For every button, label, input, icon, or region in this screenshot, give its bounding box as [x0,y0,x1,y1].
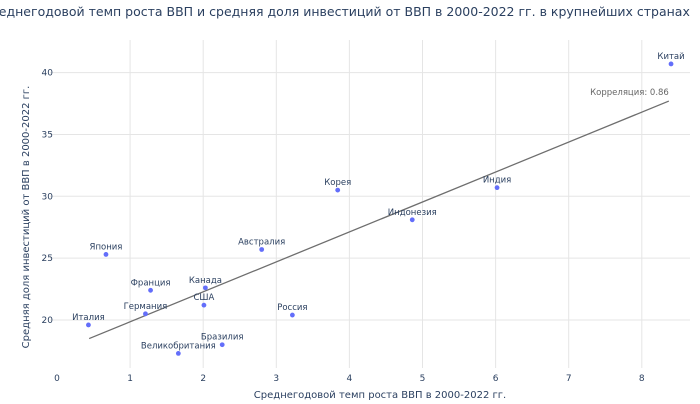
gridlines [50,40,690,368]
data-point [259,247,265,252]
data-point [143,311,148,317]
y-tick-label: 20 [42,316,54,326]
data-label: Франция [131,278,171,288]
data-point [335,187,341,193]
x-axis-label: Среднегодовой темп роста ВВП в 2000-2022… [254,390,506,401]
x-tick-label: 5 [420,374,426,384]
x-tick-label: 2 [200,374,206,384]
data-label: Австралия [238,237,285,247]
x-tick-label: 1 [127,374,133,384]
chart-title: Среднегодовой темп роста ВВП и средняя д… [0,4,690,19]
y-tick-label: 25 [42,254,53,264]
y-tick-label: 30 [42,192,54,202]
data-point [201,302,207,308]
correlation-annotation: Корреляция: 0.86 [590,88,669,98]
y-axis-label: Средняя доля инвестиций от ВВП в 2000-20… [21,86,32,349]
data-label: Великобритания [141,341,216,351]
y-tick-labels: 20 25 30 35 40 [42,69,54,326]
data-point [202,285,208,291]
x-tick-label: 0 [54,374,60,384]
data-label: Канада [189,276,222,286]
data-label: Италия [72,313,105,323]
data-point [494,185,500,191]
data-label: Бразилия [201,333,244,343]
y-tick-label: 40 [42,69,54,79]
data-label: США [194,293,215,303]
x-tick-label: 3 [273,374,279,384]
data-point [219,342,225,348]
data-point [409,217,415,223]
x-tick-label: 8 [639,374,645,384]
data-point [86,322,91,328]
x-tick-labels: 0 1 2 3 4 5 6 7 8 [54,374,645,384]
data-label: Корея [324,178,351,188]
data-label: Россия [277,303,307,313]
data-point [175,350,181,356]
data-label: Индонезия [388,208,437,218]
data-point [668,61,674,67]
data-label: Япония [90,242,123,252]
trendline [88,100,670,340]
data-label: Германия [124,302,168,312]
points: Китай Индия Корея Индонезия Австралия Япония К… [72,52,685,356]
x-tick-label: 7 [566,374,572,384]
x-tick-label: 6 [493,374,499,384]
y-tick-label: 35 [42,130,53,140]
data-point [148,287,153,293]
data-point [103,252,109,257]
x-tick-label: 4 [347,374,353,384]
data-label: Китай [657,52,684,62]
data-label: Индия [483,176,511,186]
data-point [289,312,295,318]
